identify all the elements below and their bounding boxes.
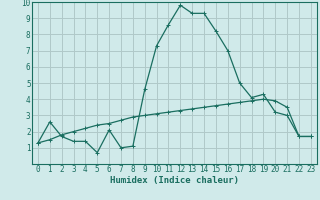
X-axis label: Humidex (Indice chaleur): Humidex (Indice chaleur)	[110, 176, 239, 185]
